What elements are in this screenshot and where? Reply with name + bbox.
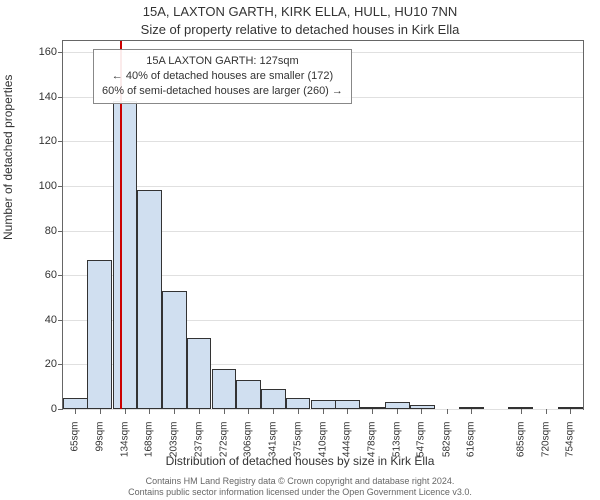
y-tick-label: 160 xyxy=(29,46,63,58)
x-tick-mark xyxy=(471,409,472,414)
x-tick-label: 306sqm xyxy=(243,418,254,458)
x-tick-label: 444sqm xyxy=(342,418,353,458)
x-tick-mark xyxy=(521,409,522,414)
x-tick-label: 720sqm xyxy=(540,418,551,458)
grid-line xyxy=(63,186,583,187)
histogram-bar xyxy=(236,380,261,409)
x-tick-label: 616sqm xyxy=(465,418,476,458)
x-tick-label: 547sqm xyxy=(416,418,427,458)
copyright-notice: Contains HM Land Registry data © Crown c… xyxy=(0,476,600,499)
x-tick-mark xyxy=(248,409,249,414)
x-tick-mark xyxy=(372,409,373,414)
x-tick-mark xyxy=(224,409,225,414)
histogram-bar xyxy=(261,389,286,409)
y-tick-label: 140 xyxy=(29,91,63,103)
x-tick-label: 272sqm xyxy=(218,418,229,458)
x-tick-label: 341sqm xyxy=(268,418,279,458)
x-tick-label: 65sqm xyxy=(70,418,81,452)
plot-area: 02040608010012014016065sqm99sqm134sqm168… xyxy=(62,40,584,410)
x-tick-mark xyxy=(273,409,274,414)
histogram-bar xyxy=(212,369,237,409)
x-tick-label: 237sqm xyxy=(193,418,204,458)
histogram-bar xyxy=(87,260,112,409)
chart-subtitle: Size of property relative to detached ho… xyxy=(0,22,600,37)
x-tick-mark xyxy=(100,409,101,414)
x-tick-label: 685sqm xyxy=(515,418,526,458)
x-tick-mark xyxy=(298,409,299,414)
copyright-line-1: Contains HM Land Registry data © Crown c… xyxy=(0,476,600,487)
x-tick-label: 375sqm xyxy=(292,418,303,458)
x-tick-mark xyxy=(75,409,76,414)
x-tick-mark xyxy=(323,409,324,414)
x-tick-mark xyxy=(149,409,150,414)
histogram-bar xyxy=(311,400,336,409)
x-tick-mark xyxy=(397,409,398,414)
histogram-bar xyxy=(335,400,360,409)
copyright-line-2: Contains public sector information licen… xyxy=(0,487,600,498)
histogram-bar xyxy=(385,402,410,409)
histogram-bar xyxy=(137,190,162,409)
x-tick-mark xyxy=(174,409,175,414)
x-axis-label: Distribution of detached houses by size … xyxy=(0,454,600,468)
chart-title: 15A, LAXTON GARTH, KIRK ELLA, HULL, HU10… xyxy=(0,4,600,19)
y-tick-label: 120 xyxy=(29,135,63,147)
x-tick-label: 513sqm xyxy=(391,418,402,458)
y-tick-label: 20 xyxy=(29,358,63,370)
x-tick-mark xyxy=(125,409,126,414)
x-tick-mark xyxy=(546,409,547,414)
x-tick-label: 134sqm xyxy=(119,418,130,458)
annotation-line-3: 60% of semi-detached houses are larger (… xyxy=(102,84,343,99)
y-tick-label: 80 xyxy=(29,225,63,237)
histogram-bar xyxy=(113,101,138,409)
y-tick-label: 0 xyxy=(29,403,63,415)
x-tick-mark xyxy=(447,409,448,414)
x-tick-label: 754sqm xyxy=(565,418,576,458)
x-tick-label: 582sqm xyxy=(441,418,452,458)
histogram-bar xyxy=(63,398,88,409)
x-tick-mark xyxy=(347,409,348,414)
x-tick-label: 168sqm xyxy=(144,418,155,458)
histogram-bar xyxy=(286,398,311,409)
histogram-bar xyxy=(162,291,187,409)
y-tick-label: 100 xyxy=(29,180,63,192)
y-axis-label: Number of detached properties xyxy=(1,75,15,240)
chart-container: 15A, LAXTON GARTH, KIRK ELLA, HULL, HU10… xyxy=(0,0,600,500)
y-tick-label: 40 xyxy=(29,314,63,326)
histogram-bar xyxy=(187,338,212,409)
y-tick-label: 60 xyxy=(29,269,63,281)
x-tick-label: 203sqm xyxy=(169,418,180,458)
x-tick-label: 410sqm xyxy=(318,418,329,458)
x-tick-label: 99sqm xyxy=(94,418,105,452)
x-tick-label: 478sqm xyxy=(366,418,377,458)
grid-line xyxy=(63,141,583,142)
x-tick-mark xyxy=(421,409,422,414)
x-tick-mark xyxy=(570,409,571,414)
annotation-line-2: ← 40% of detached houses are smaller (17… xyxy=(102,69,343,84)
x-tick-mark xyxy=(199,409,200,414)
annotation-box: 15A LAXTON GARTH: 127sqm ← 40% of detach… xyxy=(93,49,352,104)
annotation-line-1: 15A LAXTON GARTH: 127sqm xyxy=(102,54,343,69)
